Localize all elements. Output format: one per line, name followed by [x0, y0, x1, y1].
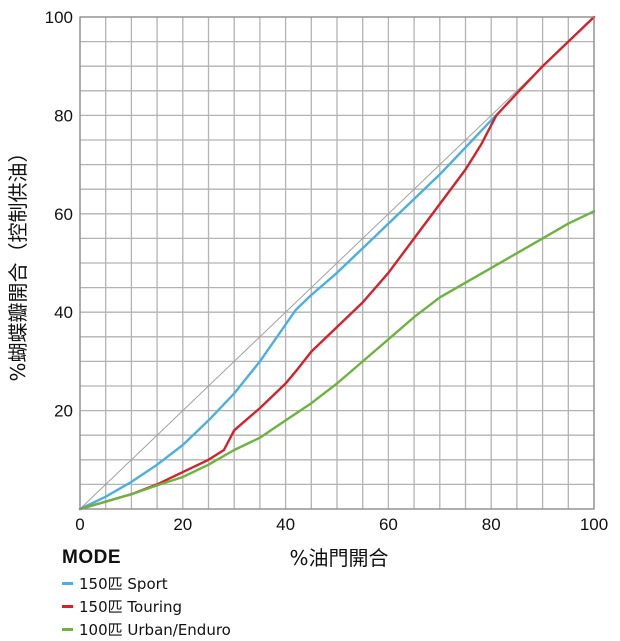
series-layer — [78, 15, 596, 511]
x-tick-label: 60 — [379, 515, 398, 534]
legend-item-sport: 150匹 Sport — [62, 572, 231, 595]
legend-label-touring: 150匹 Touring — [79, 598, 183, 616]
legend-item-urban-enduro: 100匹 Urban/Enduro — [62, 618, 231, 641]
y-axis-title: %蝴蝶瓣開合（控制供油） — [6, 142, 30, 381]
x-tick-labels: 0 20 40 60 80 100 — [75, 515, 608, 534]
legend-swatch-touring — [62, 605, 73, 608]
grid — [79, 16, 595, 510]
y-tick-label: 80 — [54, 106, 73, 125]
x-tick-label: 0 — [75, 515, 84, 534]
x-tick-label: 80 — [482, 515, 501, 534]
legend-title: MODE — [62, 547, 121, 568]
y-tick-label: 60 — [54, 205, 73, 224]
x-tick-label: 100 — [580, 515, 608, 534]
y-tick-labels: 20 40 60 80 100 — [45, 8, 73, 421]
legend: MODE 150匹 Sport 150匹 Touring 100匹 Urban/… — [62, 547, 231, 641]
x-tick-label: 40 — [276, 515, 295, 534]
legend-label-sport: 150匹 Sport — [79, 575, 168, 593]
x-axis-title: %油門開合 — [289, 546, 388, 570]
legend-label-urban-enduro: 100匹 Urban/Enduro — [79, 621, 231, 639]
legend-item-touring: 150匹 Touring — [62, 595, 231, 618]
reference-diagonal-line — [79, 16, 595, 510]
y-tick-label: 40 — [54, 303, 73, 322]
legend-swatch-urban-enduro — [62, 628, 73, 631]
y-tick-label: 100 — [45, 8, 73, 27]
series-line-sport — [78, 114, 498, 511]
x-tick-label: 20 — [173, 515, 192, 534]
series-line-urban-enduro — [78, 210, 596, 511]
plot-frame — [79, 16, 595, 510]
legend-swatch-sport — [62, 582, 73, 585]
y-tick-label: 20 — [54, 402, 73, 421]
series-line-touring — [78, 15, 596, 511]
